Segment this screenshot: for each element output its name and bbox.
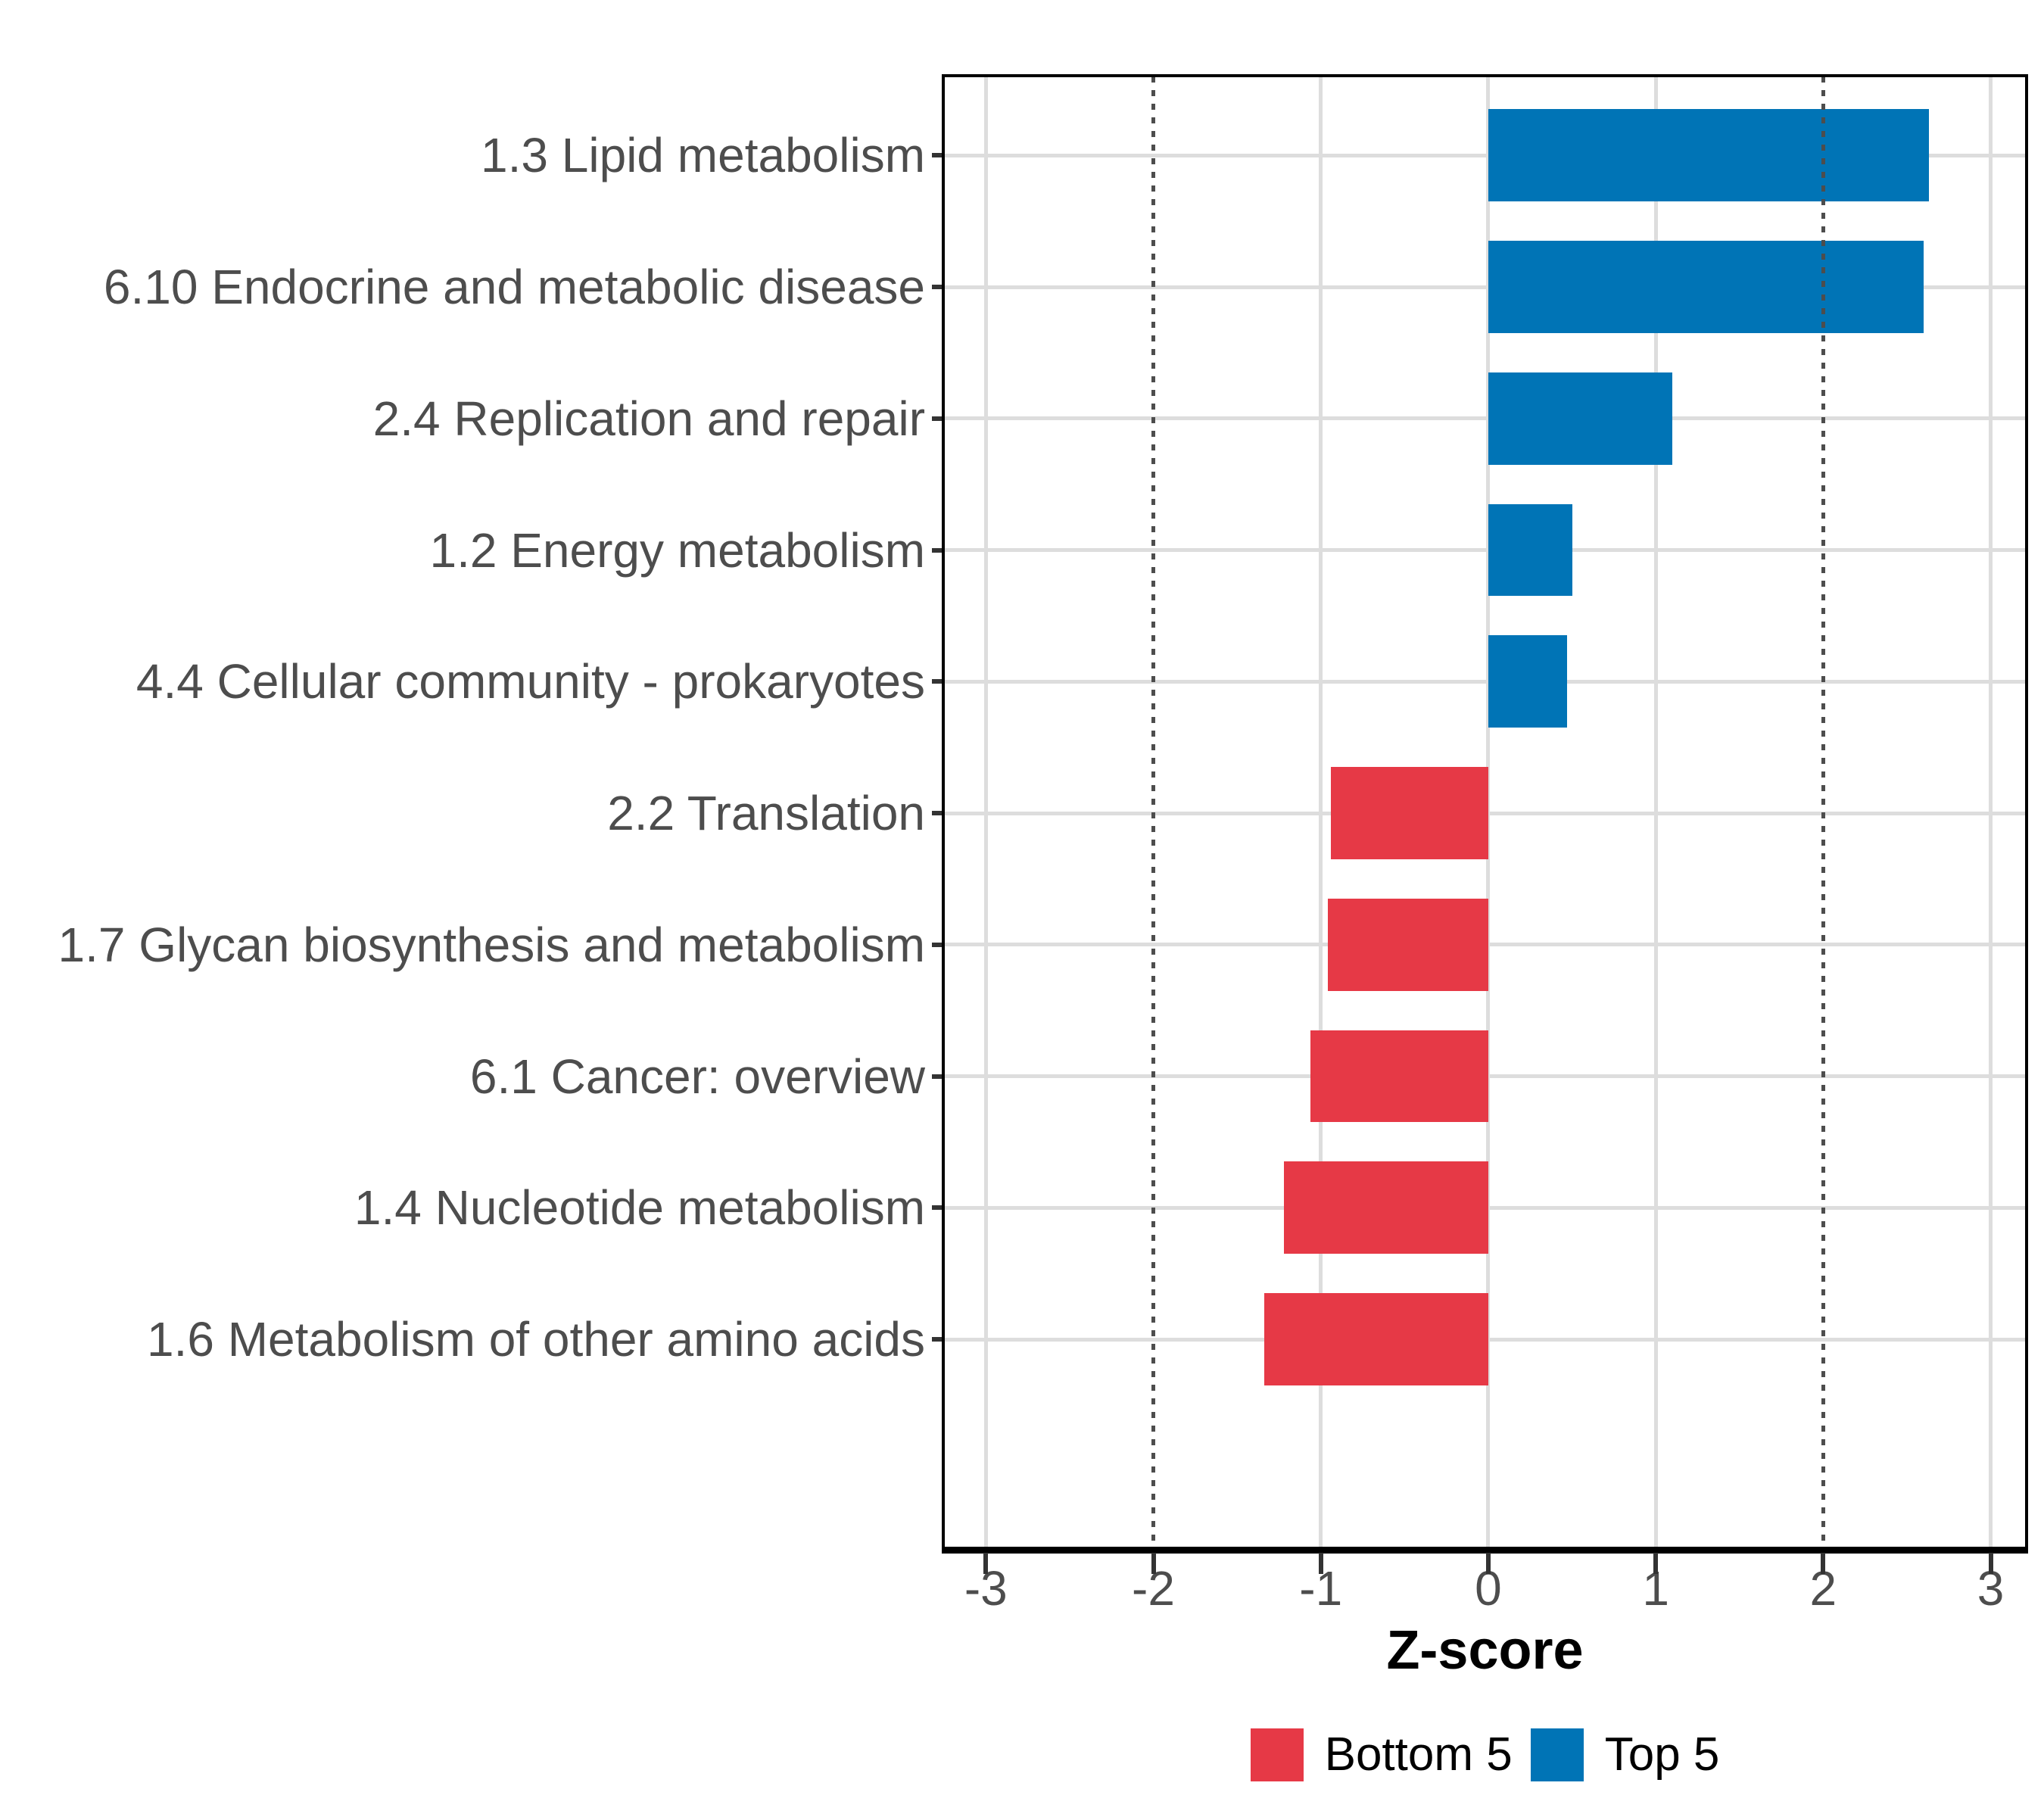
y-tick-3: [932, 416, 944, 421]
bar-5: [1488, 635, 1567, 728]
x-tick--1: [1318, 1553, 1323, 1574]
category-label-3: 2.4 Replication and repair: [372, 391, 925, 446]
x-tick--2: [1151, 1553, 1156, 1574]
gridline-y-row-4: [944, 548, 2026, 552]
bar-1: [1488, 109, 1929, 202]
x-axis-title: Z-score: [1386, 1620, 1584, 1681]
bar-8: [1310, 1030, 1488, 1123]
category-label-1: 1.3 Lipid metabolism: [481, 128, 925, 183]
plot-panel: [944, 76, 2026, 1550]
x-tick-label-3: 3: [1977, 1561, 2005, 1616]
legend-label-top5: Top 5: [1604, 1728, 1720, 1781]
x-axis-line: [942, 1547, 2028, 1554]
bar-2: [1488, 241, 1924, 333]
y-tick-8: [932, 1074, 944, 1079]
reference-line-2: [1821, 76, 1825, 1550]
x-tick--3: [983, 1553, 989, 1574]
y-tick-2: [932, 285, 944, 289]
gridline-y-row-2: [944, 285, 2026, 289]
y-tick-4: [932, 547, 944, 553]
bar-7: [1327, 898, 1488, 991]
x-tick-3: [1988, 1553, 1993, 1574]
x-tick-0: [1485, 1553, 1491, 1574]
legend: Bottom 5 Top 5: [944, 1728, 2026, 1782]
category-label-2: 6.10 Endocrine and metabolic disease: [103, 260, 925, 314]
bar-3: [1488, 372, 1673, 465]
category-label-6: 2.2 Translation: [607, 786, 925, 840]
legend-item-bottom5: Bottom 5: [1250, 1728, 1513, 1782]
gridline-y-row-5: [944, 679, 2026, 684]
category-label-5: 4.4 Cellular community - prokaryotes: [136, 654, 925, 709]
category-label-9: 1.4 Nucleotide metabolism: [354, 1180, 925, 1236]
y-tick-5: [932, 679, 944, 684]
panel-border-top: [942, 74, 2028, 77]
x-tick-1: [1653, 1553, 1659, 1574]
legend-label-bottom5: Bottom 5: [1324, 1728, 1513, 1781]
y-tick-1: [932, 153, 944, 158]
gridline-y-row-1: [944, 153, 2026, 157]
category-label-4: 1.2 Energy metabolism: [429, 522, 925, 578]
x-tick-2: [1821, 1553, 1826, 1574]
category-label-7: 1.7 Glycan biosynthesis and metabolism: [58, 917, 925, 972]
y-tick-10: [932, 1337, 944, 1342]
y-tick-7: [932, 942, 944, 947]
bar-6: [1330, 767, 1488, 859]
panel-border-right: [2025, 74, 2028, 1552]
panel-border-left: [942, 74, 945, 1552]
bar-9: [1284, 1161, 1488, 1254]
gridline-y-row-3: [944, 416, 2026, 421]
legend-item-top5: Top 5: [1530, 1728, 1720, 1782]
legend-swatch-bottom5-icon: [1250, 1728, 1304, 1781]
category-label-10: 1.6 Metabolism of other amino acids: [146, 1312, 925, 1367]
y-tick-9: [932, 1205, 944, 1211]
bar-4: [1488, 503, 1572, 597]
bar-10: [1263, 1293, 1488, 1385]
y-tick-6: [932, 811, 944, 815]
legend-swatch-top5-icon: [1530, 1728, 1584, 1781]
reference-line--2: [1151, 76, 1155, 1550]
category-label-8: 6.1 Cancer: overview: [469, 1049, 925, 1104]
